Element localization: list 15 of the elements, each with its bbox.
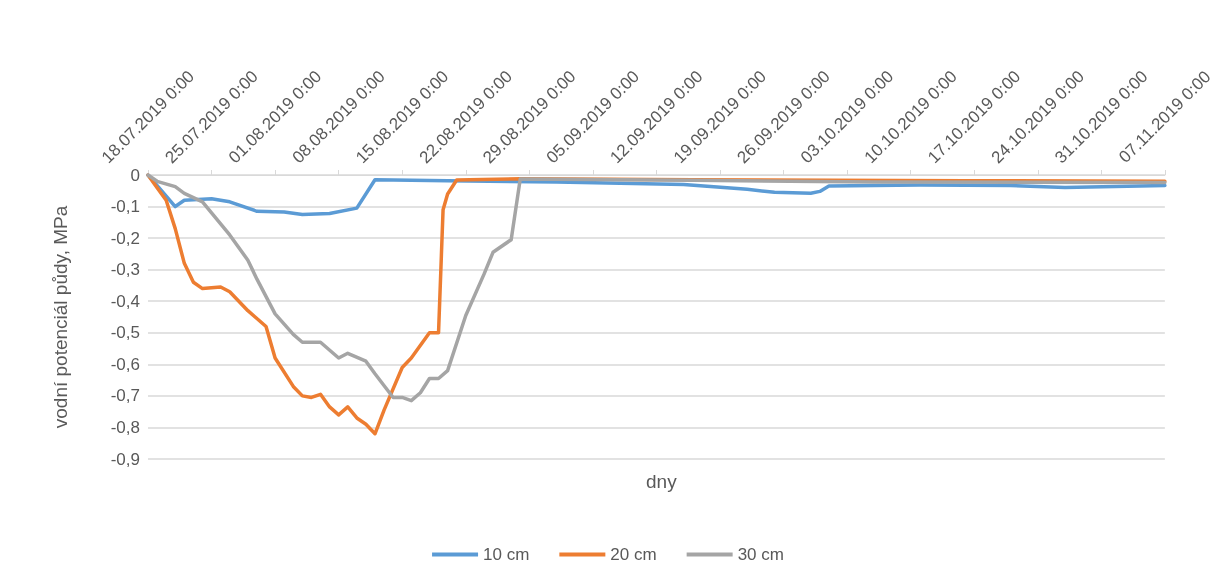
- legend-label: 30 cm: [737, 545, 784, 564]
- y-tick-label: -0,6: [110, 354, 140, 374]
- legend-label: 10 cm: [483, 545, 530, 564]
- x-axis-title: dny: [646, 471, 678, 492]
- y-tick-label: -0,4: [110, 291, 140, 311]
- legend-label: 20 cm: [610, 545, 657, 564]
- y-tick-label: -0,1: [110, 197, 140, 217]
- y-tick-label: -0,9: [110, 449, 140, 469]
- y-tick-label: -0,2: [110, 228, 140, 248]
- y-tick-label: -0,8: [110, 417, 140, 437]
- y-tick-label: -0,5: [110, 323, 140, 343]
- y-tick-label: -0,7: [110, 386, 140, 406]
- y-tick-label: 0: [130, 165, 140, 185]
- y-tick-label: -0,3: [110, 260, 140, 280]
- y-axis-title: vodní potenciál půdy, MPa: [50, 205, 71, 429]
